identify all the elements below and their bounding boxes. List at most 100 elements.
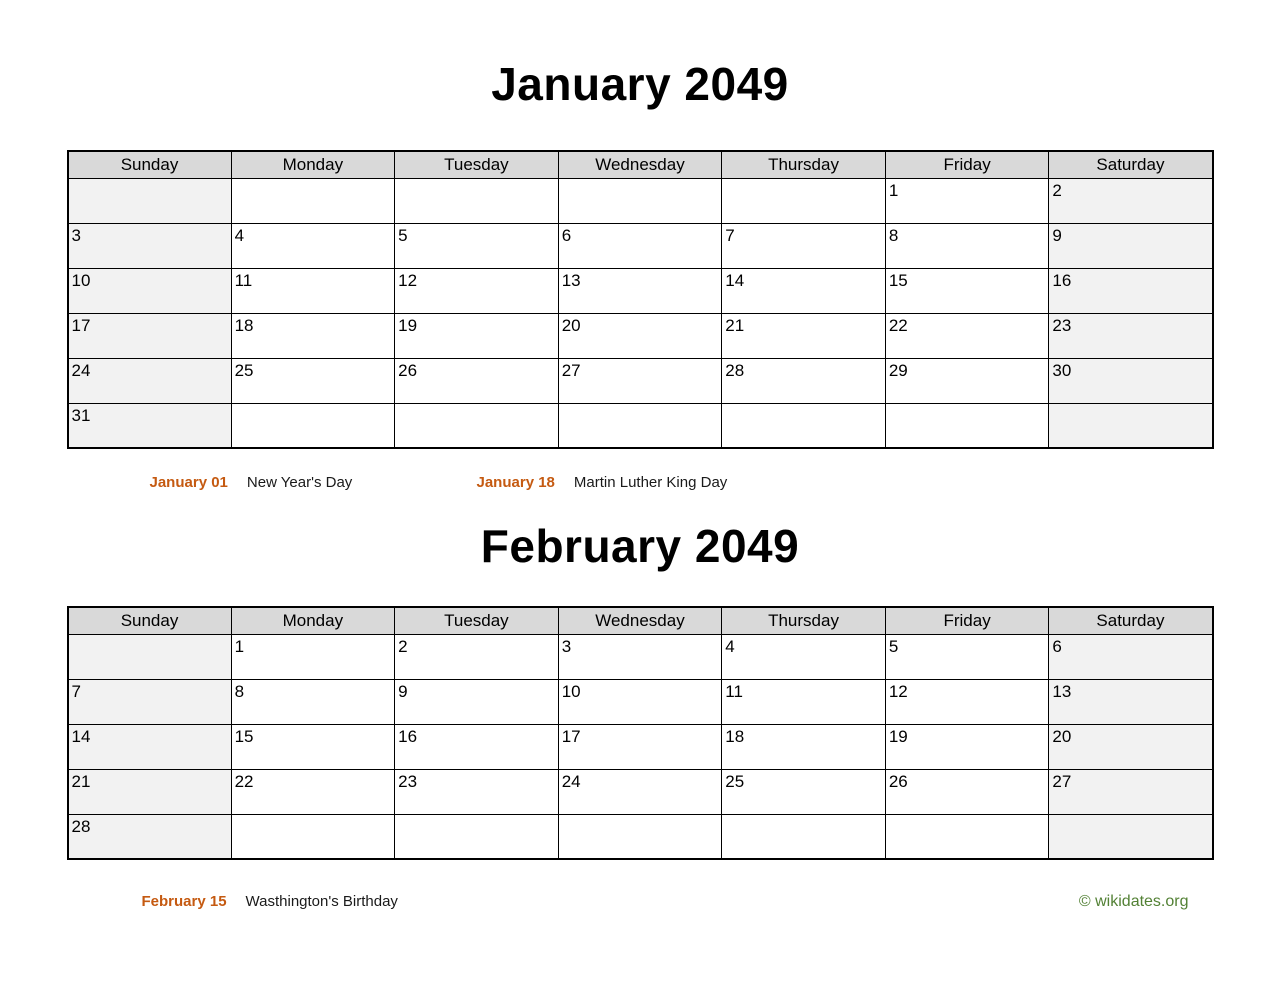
weekday-header-monday: Monday [230, 150, 396, 179]
day-cell-21: 21 [721, 312, 886, 359]
day-cell-21: 21 [67, 768, 232, 815]
empty-day-cell [884, 813, 1050, 860]
holidays-january: January 01 New Year's Day January 18 Martin… [67, 473, 1214, 492]
weekday-header-wednesday: Wednesday [557, 606, 723, 635]
day-cell-23: 23 [394, 768, 559, 815]
weekday-header-tuesday: Tuesday [394, 150, 559, 179]
day-cell-22: 22 [230, 768, 396, 815]
weekday-header-saturday: Saturday [1048, 150, 1213, 179]
day-cell-5: 5 [394, 222, 559, 269]
holiday-item: January 18 Martin Luther King Day [477, 473, 728, 492]
day-cell-26: 26 [884, 768, 1050, 815]
day-cell-5: 5 [884, 633, 1050, 680]
footer-row: February 15 Wasthington's Birthday © wiki… [67, 892, 1214, 911]
day-cell-2: 2 [1048, 177, 1213, 224]
weekday-header-wednesday: Wednesday [557, 150, 723, 179]
day-cell-13: 13 [557, 267, 723, 314]
day-cell-4: 4 [721, 633, 886, 680]
day-cell-25: 25 [721, 768, 886, 815]
day-cell-10: 10 [557, 678, 723, 725]
week-row: 21 22 23 24 25 26 27 [67, 768, 1213, 815]
weekday-header-tuesday: Tuesday [394, 606, 559, 635]
day-cell-7: 7 [721, 222, 886, 269]
weekday-header-thursday: Thursday [721, 150, 886, 179]
holiday-item: January 01 New Year's Day [150, 473, 477, 492]
day-cell-20: 20 [1048, 723, 1213, 770]
day-cell-24: 24 [557, 768, 723, 815]
empty-day-cell [230, 813, 396, 860]
day-cell-29: 29 [884, 357, 1050, 404]
holidays-february: February 15 Wasthington's Birthday [142, 892, 398, 911]
month-title-january: January 2049 [491, 58, 789, 110]
day-cell-3: 3 [67, 222, 232, 269]
empty-day-cell [394, 177, 559, 224]
day-cell-30: 30 [1048, 357, 1213, 404]
empty-day-cell [721, 177, 886, 224]
day-cell-26: 26 [394, 357, 559, 404]
day-cell-15: 15 [230, 723, 396, 770]
day-cell-1: 1 [884, 177, 1050, 224]
site-credit-link[interactable]: © wikidates.org [1078, 893, 1189, 910]
day-cell-10: 10 [67, 267, 232, 314]
week-row: 10 11 12 13 14 15 16 [67, 267, 1213, 314]
empty-day-cell [230, 402, 396, 449]
holiday-date: February 15 [141, 893, 227, 910]
empty-day-cell [230, 177, 396, 224]
day-cell-27: 27 [557, 357, 723, 404]
day-cell-14: 14 [67, 723, 232, 770]
day-cell-17: 17 [557, 723, 723, 770]
weekday-header-friday: Friday [884, 150, 1050, 179]
empty-day-cell [1048, 813, 1213, 860]
day-cell-6: 6 [557, 222, 723, 269]
holiday-name: Martin Luther King Day [573, 474, 728, 491]
empty-day-cell [67, 177, 232, 224]
day-cell-8: 8 [884, 222, 1050, 269]
week-row: 28 [67, 813, 1213, 860]
empty-day-cell [557, 402, 723, 449]
week-row: 14 15 16 17 18 19 20 [67, 723, 1213, 770]
day-cell-18: 18 [721, 723, 886, 770]
day-cell-1: 1 [230, 633, 396, 680]
day-cell-12: 12 [394, 267, 559, 314]
empty-day-cell [884, 402, 1050, 449]
empty-day-cell [67, 633, 232, 680]
day-cell-18: 18 [230, 312, 396, 359]
day-cell-28: 28 [67, 813, 232, 860]
week-row: 31 [67, 402, 1213, 449]
calendar-page: January 2049 Sunday Monday Tuesday Wednesda… [66, 58, 1214, 911]
day-cell-24: 24 [67, 357, 232, 404]
day-cell-6: 6 [1048, 633, 1213, 680]
day-cell-3: 3 [557, 633, 723, 680]
day-cell-31: 31 [67, 402, 232, 449]
weekday-header-sunday: Sunday [67, 606, 232, 635]
day-cell-25: 25 [230, 357, 396, 404]
empty-day-cell [557, 813, 723, 860]
day-cell-27: 27 [1048, 768, 1213, 815]
day-cell-22: 22 [884, 312, 1050, 359]
day-cell-23: 23 [1048, 312, 1213, 359]
holiday-name: New Year's Day [246, 474, 353, 491]
day-cell-11: 11 [721, 678, 886, 725]
day-cell-9: 9 [1048, 222, 1213, 269]
empty-day-cell [557, 177, 723, 224]
day-cell-19: 19 [394, 312, 559, 359]
day-cell-17: 17 [67, 312, 232, 359]
empty-day-cell [394, 813, 559, 860]
empty-day-cell [1048, 402, 1213, 449]
week-row: 24 25 26 27 28 29 30 [67, 357, 1213, 404]
day-cell-19: 19 [884, 723, 1050, 770]
month-title-february: February 2049 [480, 520, 800, 572]
day-cell-9: 9 [394, 678, 559, 725]
week-row: 17 18 19 20 21 22 23 [67, 312, 1213, 359]
day-cell-16: 16 [1048, 267, 1213, 314]
weekday-header-thursday: Thursday [721, 606, 886, 635]
holiday-name: Wasthington's Birthday [245, 893, 398, 910]
day-cell-15: 15 [884, 267, 1050, 314]
empty-day-cell [721, 402, 886, 449]
holiday-date: January 01 [149, 474, 228, 491]
weekday-header-saturday: Saturday [1048, 606, 1213, 635]
day-cell-2: 2 [394, 633, 559, 680]
calendar-table-january: Sunday Monday Tuesday Wednesday Thursday Frid… [66, 150, 1214, 449]
